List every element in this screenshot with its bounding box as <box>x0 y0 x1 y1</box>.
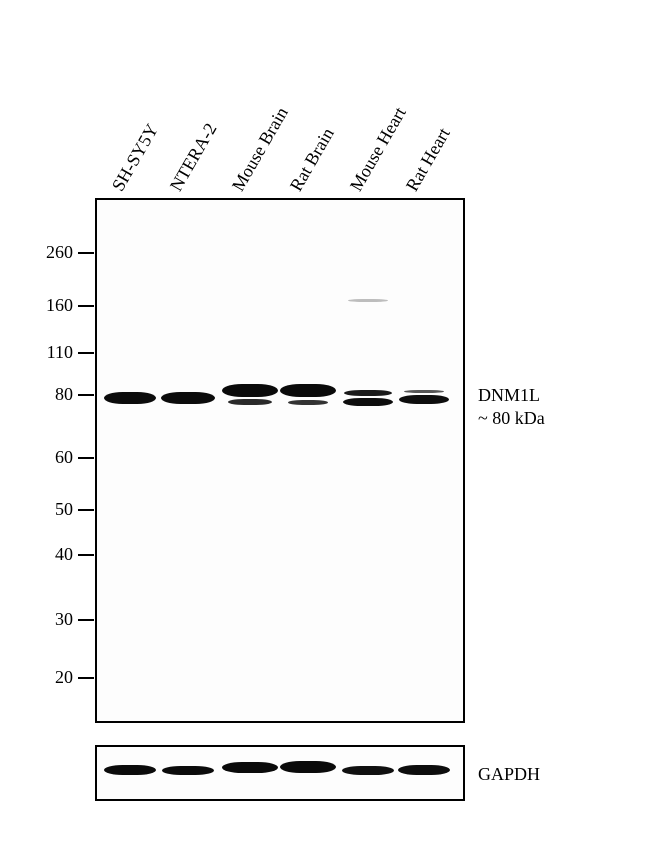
loading-band <box>398 765 450 775</box>
blot-band <box>104 392 156 404</box>
mw-marker-label: 20 <box>33 667 73 688</box>
mw-marker-label: 50 <box>33 499 73 520</box>
mw-marker-label: 80 <box>33 384 73 405</box>
mw-marker-label: 40 <box>33 544 73 565</box>
mw-marker-tick <box>78 509 94 511</box>
lane-label: Mouse Heart <box>346 104 411 195</box>
mw-marker-label: 60 <box>33 447 73 468</box>
mw-marker-tick <box>78 457 94 459</box>
target-mw-label: ~ 80 kDa <box>478 408 545 429</box>
mw-marker-tick <box>78 394 94 396</box>
loading-band <box>104 765 156 775</box>
loading-band <box>162 766 214 775</box>
blot-band <box>222 384 278 397</box>
mw-marker-tick <box>78 677 94 679</box>
loading-band <box>222 762 278 773</box>
mw-marker-label: 110 <box>33 342 73 363</box>
lane-label: Mouse Brain <box>228 104 293 195</box>
target-protein-label: DNM1L <box>478 385 540 406</box>
loading-band <box>280 761 336 773</box>
mw-marker-tick <box>78 554 94 556</box>
blot-band <box>404 390 444 393</box>
lane-label: Rat Heart <box>402 124 455 195</box>
loading-control-label: GAPDH <box>478 764 540 785</box>
mw-marker-tick <box>78 619 94 621</box>
blot-band <box>288 400 328 405</box>
mw-marker-label: 160 <box>33 295 73 316</box>
blot-band <box>228 399 272 405</box>
blot-band <box>399 395 449 404</box>
lane-label: SH-SY5Y <box>108 120 163 195</box>
main-blot-frame <box>95 198 465 723</box>
lane-label: NTERA-2 <box>166 120 222 195</box>
mw-marker-tick <box>78 252 94 254</box>
blot-band <box>343 398 393 406</box>
blot-band <box>161 392 215 404</box>
mw-marker-tick <box>78 352 94 354</box>
blot-band <box>344 390 392 396</box>
blot-band <box>348 299 388 302</box>
lane-label: Rat Brain <box>286 124 339 195</box>
blot-band <box>280 384 336 397</box>
loading-band <box>342 766 394 775</box>
mw-marker-label: 260 <box>33 242 73 263</box>
mw-marker-label: 30 <box>33 609 73 630</box>
mw-marker-tick <box>78 305 94 307</box>
